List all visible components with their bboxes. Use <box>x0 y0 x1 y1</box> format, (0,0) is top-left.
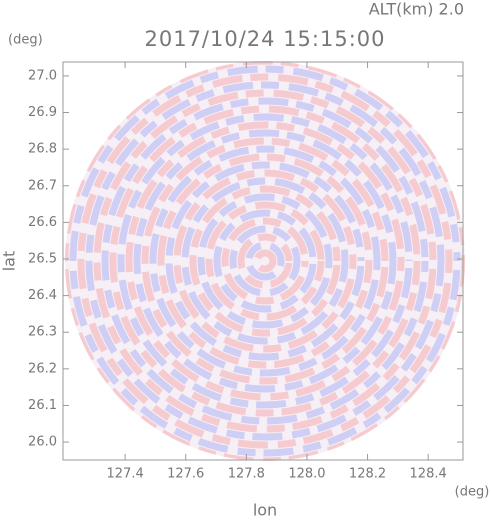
y-tick-label: 26.7 <box>28 178 57 193</box>
ring <box>253 249 277 273</box>
ring <box>229 225 301 297</box>
chart-title: 2017/10/24 15:15:00 <box>144 27 385 51</box>
ring <box>77 73 453 449</box>
ring <box>69 65 461 457</box>
y-tick-label: 26.3 <box>28 325 57 340</box>
y-axis-label: lat <box>0 251 19 272</box>
y-tick-label: 26.0 <box>28 435 57 450</box>
x-tick-label: 128.0 <box>288 467 325 482</box>
ring <box>109 105 421 417</box>
y-tick-label: 26.9 <box>28 105 57 120</box>
y-tick-label: 26.6 <box>28 215 57 230</box>
y-tick-label: 26.8 <box>28 142 57 157</box>
ring <box>245 241 285 281</box>
x-tick-label: 128.4 <box>410 467 447 482</box>
ring <box>165 161 365 361</box>
altitude: ALT(km) 2.0 <box>369 0 464 19</box>
y-tick-label: 27.0 <box>28 68 57 83</box>
y-tick-label: 26.1 <box>28 398 57 413</box>
ring <box>221 217 309 305</box>
ring <box>237 233 293 289</box>
ring <box>189 185 341 337</box>
y-tick-label: 26.2 <box>28 361 57 376</box>
ring <box>181 177 349 345</box>
ring <box>125 121 405 401</box>
ring <box>205 201 325 321</box>
ring <box>149 145 381 377</box>
ring <box>101 97 429 425</box>
x-tick-label: 127.4 <box>107 467 144 482</box>
ring <box>157 153 373 369</box>
ring <box>117 113 413 409</box>
x-tick-label: 127.8 <box>228 467 265 482</box>
ring <box>141 137 389 385</box>
x-unit: (deg) <box>455 485 490 500</box>
y-tick-label: 26.4 <box>28 288 57 303</box>
plot-frame <box>62 61 464 461</box>
x-tick-label: 128.2 <box>349 467 386 482</box>
ring <box>173 169 357 353</box>
y-tick-label: 26.5 <box>28 251 57 266</box>
ring <box>85 81 445 441</box>
radar-field <box>65 61 465 461</box>
ring <box>133 129 397 393</box>
ring <box>213 209 317 313</box>
ring <box>197 193 333 329</box>
x-axis-label: lon <box>253 501 277 520</box>
y-unit: (deg) <box>8 33 43 48</box>
x-tick-label: 127.6 <box>167 467 204 482</box>
